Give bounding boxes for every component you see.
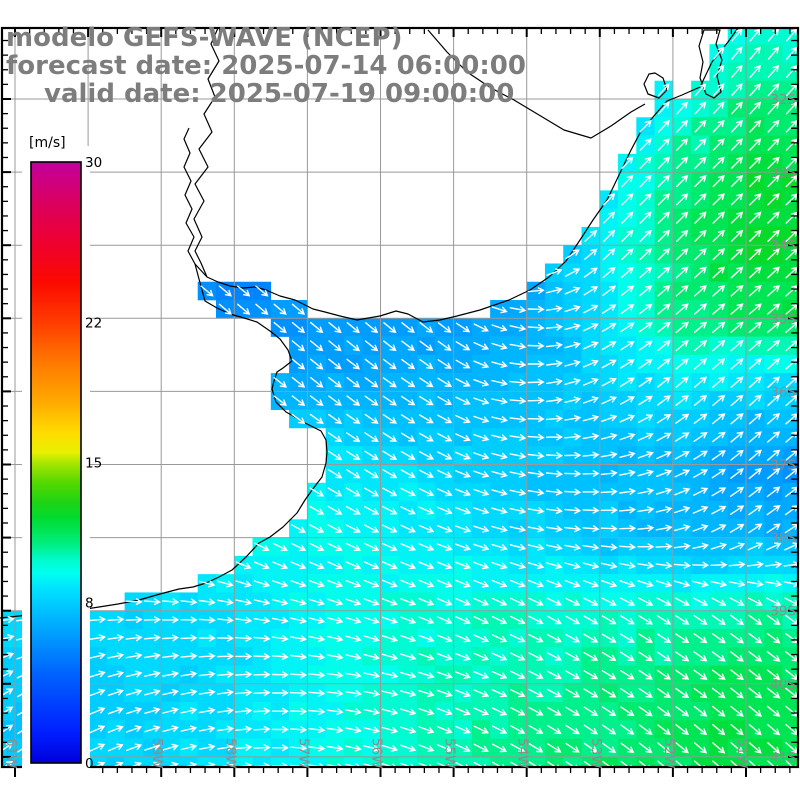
latitude-label: 37S: [770, 458, 796, 474]
latitude-labels: 32S 33S 34S 35S 36S 37S 38S 39S 40S 41S: [770, 92, 796, 766]
lagoon-outline: [698, 29, 723, 99]
wind-arrows-layer: [2, 28, 798, 767]
longitude-label: 59W: [149, 738, 165, 769]
latitude-label: 32S: [770, 92, 796, 108]
latitude-label: 41S: [770, 750, 796, 766]
longitude-label: 61W: [3, 738, 19, 769]
latitude-label: 39S: [770, 604, 796, 620]
colorbar-tick-label: 0: [85, 756, 94, 772]
latitude-label: 38S: [770, 531, 796, 547]
colorbar-tick-label: 15: [85, 456, 102, 472]
longitude-label: 58W: [222, 738, 238, 769]
colorbar-tick-label: 22: [85, 315, 102, 331]
colorbar-unit-label: [m/s]: [29, 135, 66, 151]
river-line: [183, 127, 196, 265]
colorbar-tick-label: 30: [85, 155, 102, 171]
longitude-label: 51W: [734, 738, 750, 769]
ocean-cells-layer: [2, 28, 798, 767]
colorbar-gradient: [30, 161, 82, 764]
longitude-label: 55W: [442, 738, 458, 769]
latitude-label: 35S: [770, 311, 796, 327]
latitude-label: 33S: [770, 165, 796, 181]
lagoon-outline: [643, 72, 668, 99]
colorbar: [m/s] 30 22 15 8 0: [22, 135, 102, 778]
colorbar-tick-label: 8: [85, 596, 94, 612]
longitude-label: 54W: [515, 738, 531, 769]
latitude-label: 40S: [770, 677, 796, 693]
longitude-label: 56W: [369, 738, 385, 769]
longitude-label: 52W: [661, 738, 677, 769]
longitude-label: 53W: [588, 738, 604, 769]
map-frame: [0, 26, 800, 777]
river-line: [427, 29, 646, 139]
latitude-label: 36S: [770, 384, 796, 400]
latitude-label: 34S: [770, 238, 796, 254]
river-line: [193, 27, 220, 278]
longitude-label: 57W: [295, 738, 311, 769]
